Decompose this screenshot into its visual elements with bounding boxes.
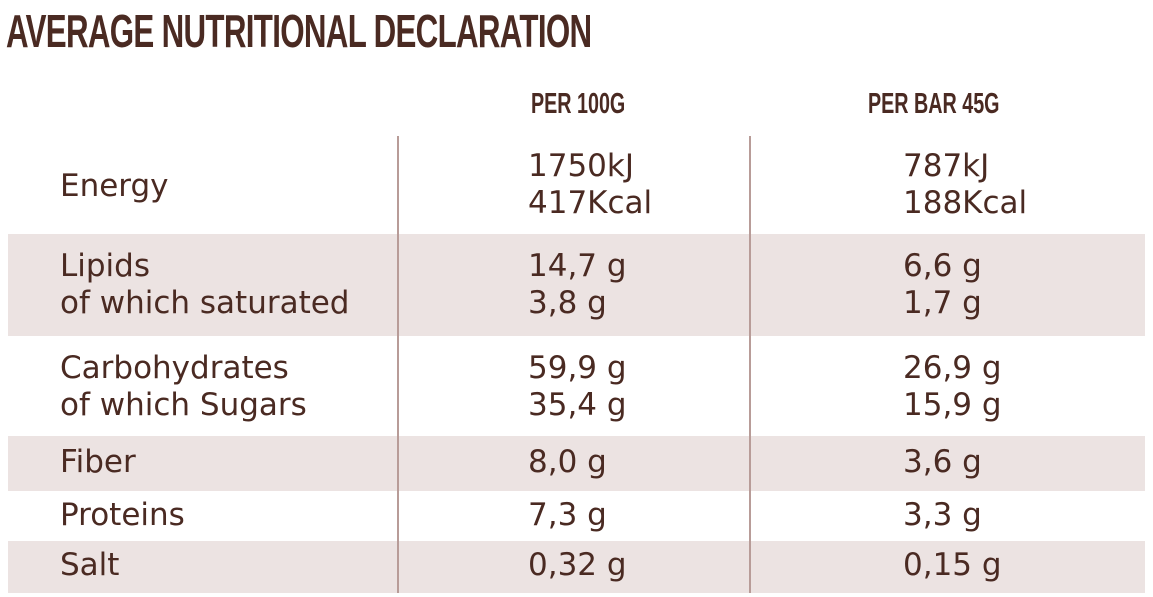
page-title: AVERAGE NUTRITIONAL DECLARATION	[6, 5, 592, 57]
column-header-per-bar: PER BAR 45G	[868, 88, 1000, 120]
value-per-bar: 0,15 g	[903, 547, 1002, 583]
column-divider	[749, 136, 751, 593]
column-header-per-100g: PER 100G	[531, 88, 626, 120]
row-label: Energy	[60, 168, 169, 204]
nutrition-table: Energy 1750kJ 417Kcal 787kJ 188Kcal Lipids…	[8, 136, 1145, 593]
value-per-100g: 7,3 g	[528, 497, 607, 533]
value-per-100g: 1750kJ 417Kcal	[528, 148, 653, 221]
column-divider	[397, 136, 399, 593]
row-label: Proteins	[60, 497, 185, 533]
value-per-bar: 3,3 g	[903, 497, 982, 533]
value-per-bar: 787kJ 188Kcal	[903, 148, 1028, 221]
row-label: Lipids of which saturated	[60, 248, 350, 321]
row-label: Salt	[60, 547, 120, 583]
value-per-bar: 26,9 g 15,9 g	[903, 350, 1002, 423]
table-row-carbohydrates: Carbohydrates of which Sugars 59,9 g 35,4 …	[8, 336, 1145, 436]
table-row-proteins: Proteins 7,3 g 3,3 g	[8, 491, 1145, 541]
value-per-bar: 3,6 g	[903, 444, 982, 480]
table-row-energy: Energy 1750kJ 417Kcal 787kJ 188Kcal	[8, 136, 1145, 234]
table-row-salt: Salt 0,32 g 0,15 g	[8, 541, 1145, 593]
table-row-lipids: Lipids of which saturated 14,7 g 3,8 g 6,6…	[8, 234, 1145, 336]
value-per-bar: 6,6 g 1,7 g	[903, 248, 982, 321]
value-per-100g: 59,9 g 35,4 g	[528, 350, 627, 423]
table-row-fiber: Fiber 8,0 g 3,6 g	[8, 436, 1145, 491]
value-per-100g: 14,7 g 3,8 g	[528, 248, 627, 321]
row-label: Fiber	[60, 444, 136, 480]
value-per-100g: 8,0 g	[528, 444, 607, 480]
value-per-100g: 0,32 g	[528, 547, 627, 583]
row-label: Carbohydrates of which Sugars	[60, 350, 307, 423]
